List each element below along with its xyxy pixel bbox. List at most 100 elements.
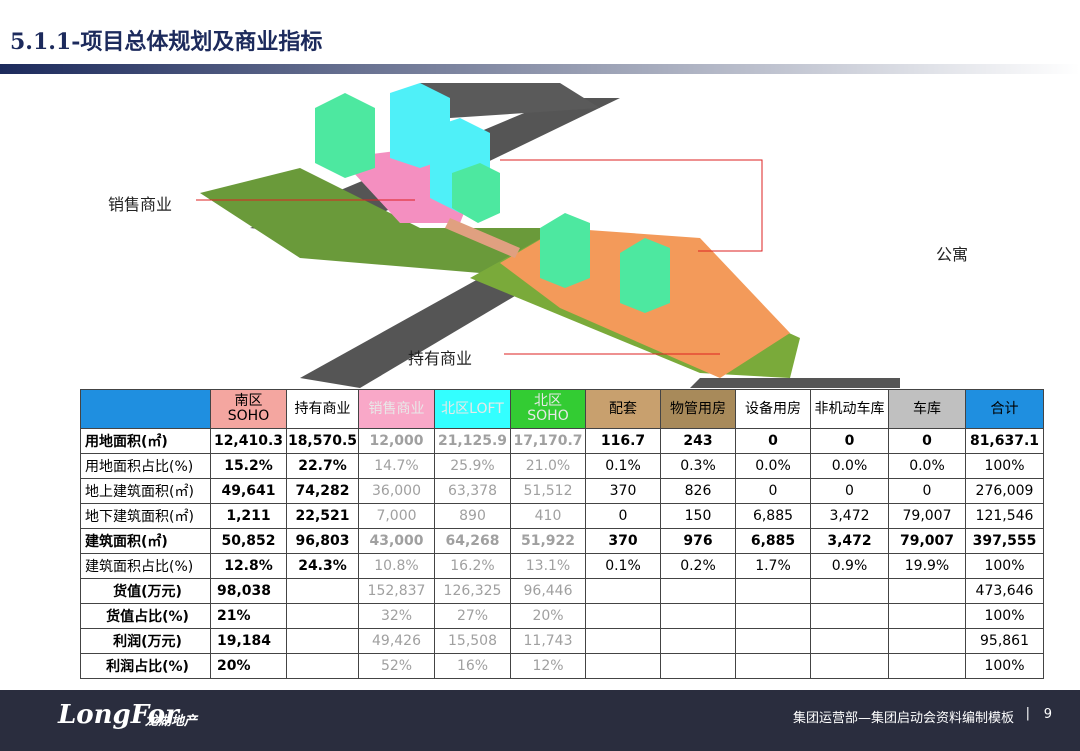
table-cell: 370 <box>585 478 661 504</box>
table-row: 货值占比(%) 21% 32% 27% 20% 100% <box>80 603 1044 629</box>
row-label: 地下建筑面积(㎡) <box>80 503 211 529</box>
table-cell: 25.9% <box>434 453 511 479</box>
column-header: 合计 <box>965 389 1044 429</box>
table-cell: 14.7% <box>358 453 435 479</box>
table-row: 地下建筑面积(㎡) 1,211 22,521 7,000 890 410 0 150 6,885… <box>80 503 1044 529</box>
table-cell <box>888 628 966 654</box>
indicator-table: 南区 SOHO 持有商业 销售商业 北区LOFT 北区 SOHO 配套 物管用房 设备用房 非机… <box>80 389 1044 679</box>
row-label: 利润(万元) <box>80 628 211 654</box>
table-cell: 16.2% <box>434 553 511 579</box>
table-cell: 16% <box>434 653 511 679</box>
table-cell <box>810 653 889 679</box>
table-row: 建筑面积(㎡) 50,852 96,803 43,000 64,268 51,922 370… <box>80 528 1044 554</box>
page-number: 9 <box>1043 707 1052 722</box>
table-cell: 0.0% <box>888 453 966 479</box>
table-cell: 397,555 <box>965 528 1044 554</box>
table-cell: 43,000 <box>358 528 435 554</box>
table-cell <box>585 628 661 654</box>
table-cell: 100% <box>965 603 1044 629</box>
table-cell: 0 <box>810 428 889 454</box>
table-cell <box>660 653 736 679</box>
site-rendering <box>196 83 900 388</box>
table-cell: 15,508 <box>434 628 511 654</box>
table-cell: 63,378 <box>434 478 511 504</box>
image-label: 持有商业 <box>408 349 473 368</box>
footer-text: 集团运营部—集团启动会资料编制模板 <box>792 711 1014 726</box>
table-row: 利润占比(%) 20% 52% 16% 12% 100% <box>80 653 1044 679</box>
footer: LongFor 龙湖地产 集团运营部—集团启动会资料编制模板 | 9 <box>0 690 1080 751</box>
table-cell: 49,641 <box>210 478 287 504</box>
table-cell: 51,922 <box>510 528 586 554</box>
table-cell: 7,000 <box>358 503 435 529</box>
table-cell: 12,000 <box>358 428 435 454</box>
table-cell: 36,000 <box>358 478 435 504</box>
table-cell: 121,546 <box>965 503 1044 529</box>
row-label: 建筑面积(㎡) <box>80 528 211 554</box>
table-cell <box>735 578 811 604</box>
column-header: 南区 SOHO <box>210 389 287 429</box>
table-cell <box>888 578 966 604</box>
table-cell: 0 <box>735 478 811 504</box>
column-header: 设备用房 <box>735 389 811 429</box>
table-cell: 976 <box>660 528 736 554</box>
table-row: 用地面积占比(%) 15.2% 22.7% 14.7% 25.9% 21.0% 0.1% 0.… <box>80 453 1044 479</box>
table-cell: 19,184 <box>210 628 287 654</box>
table-cell: 826 <box>660 478 736 504</box>
table-cell <box>810 603 889 629</box>
table-cell: 74,282 <box>286 478 359 504</box>
row-label: 货值占比(%) <box>80 603 211 629</box>
table-cell <box>810 578 889 604</box>
table-cell: 370 <box>585 528 661 554</box>
table-cell: 20% <box>210 653 287 679</box>
table-cell: 21.0% <box>510 453 586 479</box>
column-header: 物管用房 <box>660 389 736 429</box>
table-cell: 473,646 <box>965 578 1044 604</box>
table-cell: 0.2% <box>660 553 736 579</box>
table-cell: 100% <box>965 653 1044 679</box>
table-cell <box>888 603 966 629</box>
row-label: 地上建筑面积(㎡) <box>80 478 211 504</box>
table-cell: 79,007 <box>888 528 966 554</box>
column-header: 北区LOFT <box>434 389 511 429</box>
table-cell: 27% <box>434 603 511 629</box>
table-cell: 0.0% <box>735 453 811 479</box>
table-cell: 0.9% <box>810 553 889 579</box>
table-cell: 0.1% <box>585 553 661 579</box>
table-row: 建筑面积占比(%) 12.8% 24.3% 10.8% 16.2% 13.1% 0.1% 0.… <box>80 553 1044 579</box>
logo: LongFor <box>58 700 179 730</box>
table-cell <box>660 603 736 629</box>
image-label: 公寓 <box>936 245 969 264</box>
slide-title: 5.1.1-项目总体规划及商业指标 <box>10 29 323 55</box>
table-cell: 96,446 <box>510 578 586 604</box>
row-label: 货值(万元) <box>80 578 211 604</box>
table-cell: 0 <box>810 478 889 504</box>
header-corner <box>80 389 211 429</box>
table-cell: 0 <box>735 428 811 454</box>
table-cell: 52% <box>358 653 435 679</box>
table-cell: 0.1% <box>585 453 661 479</box>
table-cell <box>735 653 811 679</box>
table-cell: 12.8% <box>210 553 287 579</box>
table-cell: 22,521 <box>286 503 359 529</box>
table-cell <box>286 578 359 604</box>
table-cell: 20% <box>510 603 586 629</box>
table-cell: 3,472 <box>810 503 889 529</box>
table-cell: 10.8% <box>358 553 435 579</box>
table-cell: 81,637.1 <box>965 428 1044 454</box>
table-cell: 0 <box>585 503 661 529</box>
logo-cn: 龙湖地产 <box>145 714 198 729</box>
table-cell: 32% <box>358 603 435 629</box>
table-cell: 410 <box>510 503 586 529</box>
table-cell: 0.0% <box>810 453 889 479</box>
table-cell: 100% <box>965 553 1044 579</box>
table-cell: 0 <box>888 478 966 504</box>
table-cell: 51,512 <box>510 478 586 504</box>
table-cell: 890 <box>434 503 511 529</box>
table-cell: 79,007 <box>888 503 966 529</box>
table-cell: 50,852 <box>210 528 287 554</box>
table-cell: 100% <box>965 453 1044 479</box>
table-cell <box>735 628 811 654</box>
table-cell: 1.7% <box>735 553 811 579</box>
table-cell: 116.7 <box>585 428 661 454</box>
table-cell <box>585 603 661 629</box>
